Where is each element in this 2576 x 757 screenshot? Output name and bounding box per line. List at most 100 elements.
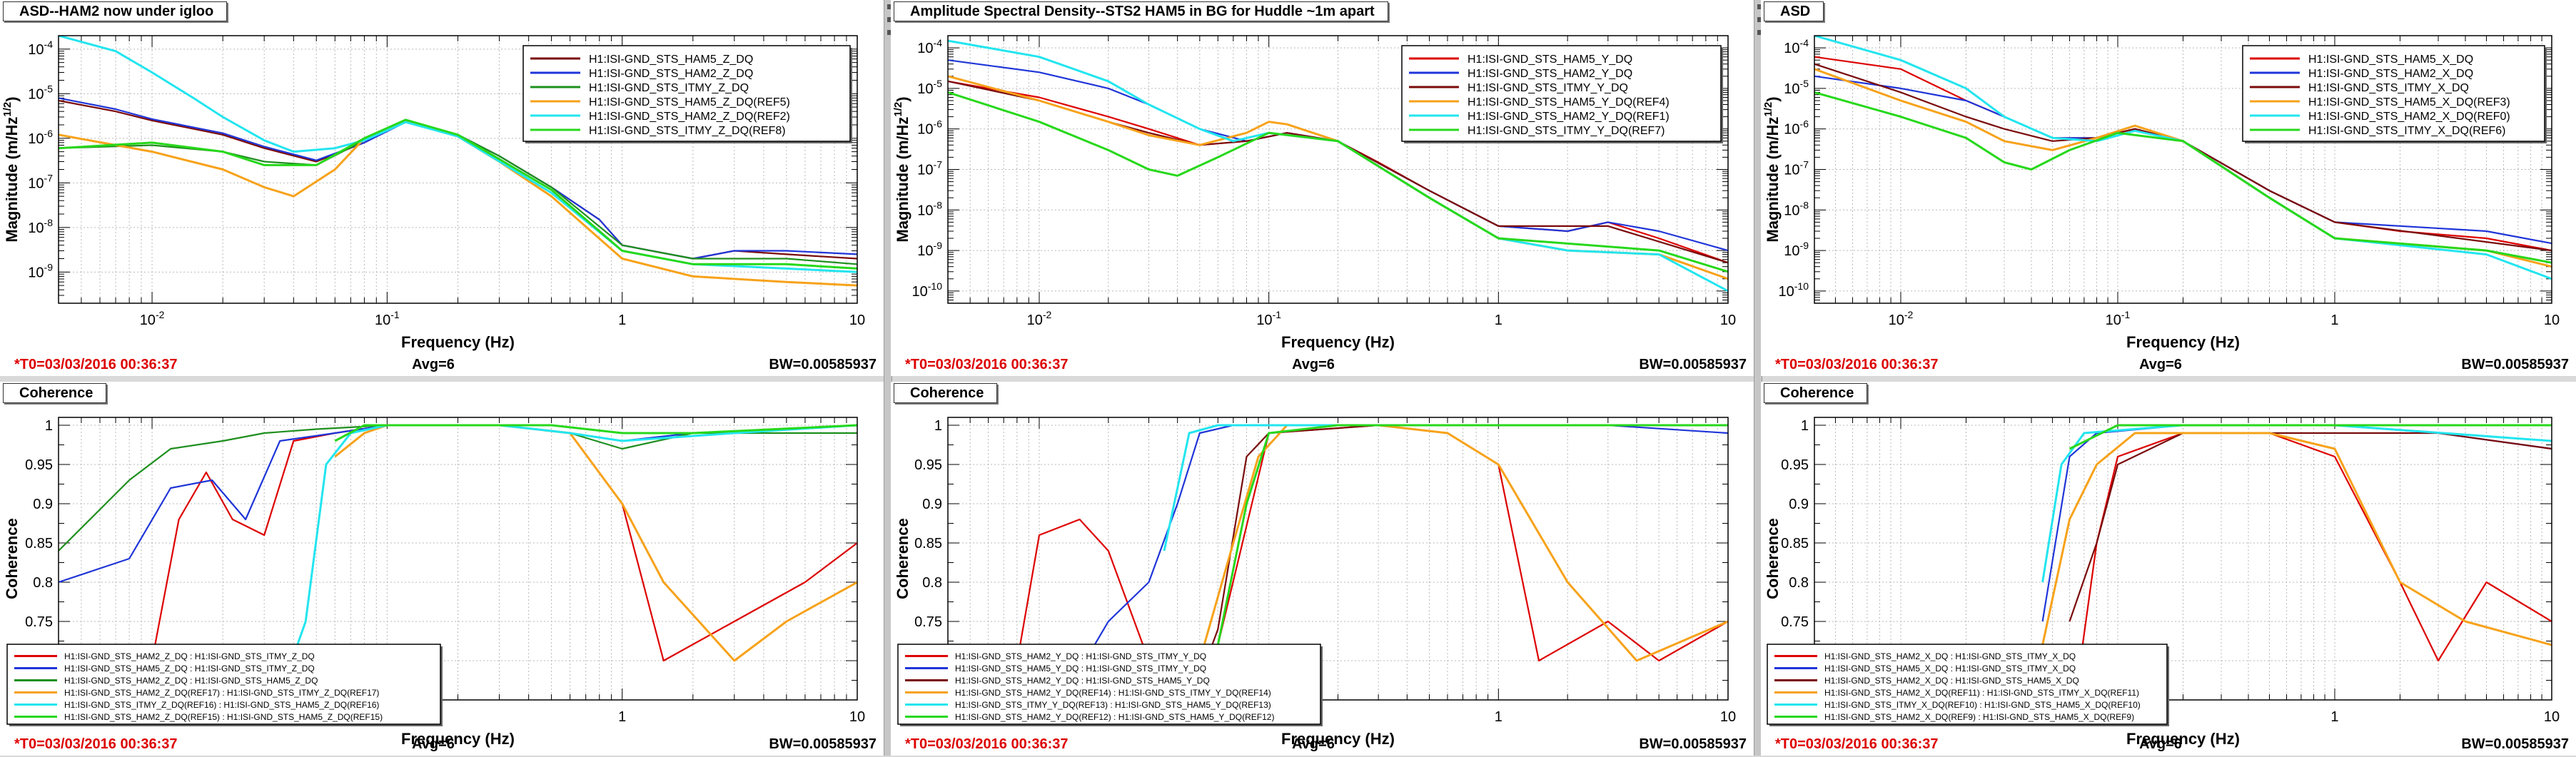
y-axis-label: Magnitude (m/Hz1/2) xyxy=(1,96,21,242)
legend-entry: H1:ISI-GND_STS_HAM2_X_DQ(REF0) xyxy=(2308,111,2510,123)
t0-timestamp: *T0=03/03/2016 00:36:37 xyxy=(14,736,178,752)
plot-title: ASD--HAM2 now under igloo xyxy=(3,1,228,21)
legend-entry: H1:ISI-GND_STS_HAM2_Z_DQ : H1:ISI-GND_ST… xyxy=(64,651,315,661)
series-group xyxy=(1009,424,1728,700)
plot-frame xyxy=(1814,417,2552,701)
series-line-6 xyxy=(1216,424,1728,646)
grip-dot-icon xyxy=(1757,17,1762,22)
y-tick-label: 1 xyxy=(45,418,53,434)
legend-entry: H1:ISI-GND_STS_HAM2_Y_DQ(REF12) : H1:ISI… xyxy=(955,712,1274,722)
legend-entry: H1:ISI-GND_STS_HAM2_X_DQ(REF9) : H1:ISI-… xyxy=(1824,712,2134,722)
y-tick-label: 10-4 xyxy=(28,39,53,58)
legend-entry: H1:ISI-GND_STS_HAM5_X_DQ xyxy=(2308,54,2473,66)
plot-pane-coh-x[interactable]: 10-210-11100.70.750.80.850.90.951Frequen… xyxy=(1761,382,2576,756)
x-axis-label: Frequency (Hz) xyxy=(1281,730,1395,748)
y-tick-label: 10-8 xyxy=(28,217,53,236)
axis-ticks xyxy=(58,35,858,304)
y-tick-label: 10-6 xyxy=(1784,118,1809,138)
y-tick-label: 0.9 xyxy=(922,497,942,512)
legend-entry: H1:ISI-GND_STS_ITMY_X_DQ(REF6) xyxy=(2308,125,2506,137)
legend-entry: H1:ISI-GND_STS_HAM5_Z_DQ(REF5) xyxy=(589,96,790,108)
plot-pane-coh-y[interactable]: 10-210-11100.70.750.80.850.90.951Frequen… xyxy=(891,382,1754,756)
t0-timestamp: *T0=03/03/2016 00:36:37 xyxy=(905,736,1069,752)
series-line-2 xyxy=(59,424,857,584)
resize-grip-icon[interactable] xyxy=(886,1,894,757)
resize-grip-icon[interactable] xyxy=(1756,1,1764,757)
column-separator[interactable] xyxy=(1754,0,1762,756)
legend-entry: H1:ISI-GND_STS_ITMY_Z_DQ(REF16) : H1:ISI… xyxy=(64,700,379,710)
x-tick-label: 10-1 xyxy=(375,309,400,328)
legend-entry: H1:ISI-GND_STS_HAM2_Y_DQ : H1:ISI-GND_ST… xyxy=(955,651,1206,661)
y-tick-label: 10-10 xyxy=(912,280,943,300)
series-line-4 xyxy=(1198,424,1728,662)
series-line-6 xyxy=(948,91,1728,273)
legend-entry: H1:ISI-GND_STS_HAM5_X_DQ(REF3) xyxy=(2308,96,2510,108)
y-tick-label: 10-8 xyxy=(1784,199,1809,218)
x-tick-label: 1 xyxy=(2330,313,2338,328)
series-line-6 xyxy=(334,424,857,442)
plot-title: Coherence xyxy=(3,383,107,403)
y-axis-label: Coherence xyxy=(3,518,21,599)
plot-pane-coh-z[interactable]: 10-210-11100.70.750.80.850.90.951Frequen… xyxy=(0,382,884,756)
x-tick-label: 1 xyxy=(618,313,626,328)
column-separator[interactable] xyxy=(884,0,892,756)
legend[interactable]: H1:ISI-GND_STS_HAM5_X_DQ H1:ISI-GND_STS_H… xyxy=(2242,45,2547,143)
series-line-4 xyxy=(2041,432,2552,646)
y-tick-label: 0.85 xyxy=(25,536,53,552)
x-tick-label: 10 xyxy=(849,313,865,328)
legend[interactable]: H1:ISI-GND_STS_HAM5_Y_DQ H1:ISI-GND_STS_H… xyxy=(1401,45,1723,143)
y-tick-label: 0.85 xyxy=(914,536,942,552)
y-tick-label: 0.85 xyxy=(1781,536,1809,552)
legend-entry: H1:ISI-GND_STS_HAM2_Y_DQ xyxy=(1468,68,1632,80)
bandwidth-label: BW=0.00585937 xyxy=(769,736,877,752)
t0-timestamp: *T0=03/03/2016 00:36:37 xyxy=(14,357,178,372)
y-tick-label: 0.8 xyxy=(922,575,942,591)
plot-svg: 10-210-11100.70.750.80.850.90.951Frequen… xyxy=(894,417,1747,752)
plot-pane-asd-x[interactable]: 10-2 10-1 1 10 10-10 10-9 10-8 10-7 10-6 10-5 10-4… xyxy=(1761,0,2576,376)
t0-timestamp: *T0=03/03/2016 00:36:37 xyxy=(1775,736,1939,752)
legend-entry: H1:ISI-GND_STS_ITMY_Y_DQ xyxy=(1468,82,1628,94)
x-axis-label: Frequency (Hz) xyxy=(2126,333,2240,351)
legend-entry: H1:ISI-GND_STS_HAM5_Z_DQ xyxy=(589,54,753,66)
x-tick-label: 1 xyxy=(2330,709,2338,725)
legend[interactable]: H1:ISI-GND_STS_HAM2_X_DQ : H1:ISI-GND_ST… xyxy=(1767,644,2169,726)
y-tick-label: 1 xyxy=(934,418,942,434)
legend[interactable]: H1:ISI-GND_STS_HAM2_Y_DQ : H1:ISI-GND_ST… xyxy=(897,644,1323,726)
plot-svg: 10-210-11100.70.750.80.850.90.951Frequen… xyxy=(3,417,877,752)
legend[interactable]: H1:ISI-GND_STS_HAM5_Z_DQ H1:ISI-GND_STS_H… xyxy=(522,45,852,143)
legend-entry: H1:ISI-GND_STS_HAM5_Y_DQ(REF4) xyxy=(1468,96,1670,108)
y-tick-label: 10-4 xyxy=(1784,37,1809,56)
axis-ticks xyxy=(1814,417,2552,701)
x-tick-label: 10-2 xyxy=(1027,309,1052,328)
plot-pane-asd-z[interactable]: 10-2 10-1 1 10 10-9 10-8 10-7 10-6 10-5 10-4 Frequ… xyxy=(0,0,884,376)
axis-ticks xyxy=(1814,35,2552,303)
grid-lines xyxy=(58,36,858,303)
plot-pane-asd-y[interactable]: 10-2 10-1 1 10 10-10 10-9 10-8 10-7 10-6 10-5 10-4… xyxy=(891,0,1754,376)
plot-frame xyxy=(58,35,858,304)
x-tick-label: 10 xyxy=(2544,709,2560,725)
y-tick-label: 0.75 xyxy=(914,614,942,630)
bandwidth-label: BW=0.00585937 xyxy=(769,357,877,372)
t0-timestamp: *T0=03/03/2016 00:36:37 xyxy=(1775,357,1939,372)
y-axis-label: Magnitude (m/Hz1/2) xyxy=(1762,96,1782,242)
y-tick-label: 0.9 xyxy=(33,497,53,512)
y-axis-label: Coherence xyxy=(894,518,911,599)
grip-dot-icon xyxy=(1757,30,1762,35)
legend-entry: H1:ISI-GND_STS_HAM2_Y_DQ(REF14) : H1:ISI… xyxy=(955,688,1271,698)
x-tick-label: 1 xyxy=(1495,709,1502,725)
legend-entry: H1:ISI-GND_STS_HAM2_X_DQ xyxy=(2308,68,2473,80)
legend-entry: H1:ISI-GND_STS_HAM2_Y_DQ : H1:ISI-GND_ST… xyxy=(955,676,1210,686)
plot-title: ASD xyxy=(1764,1,1824,21)
x-tick-label: 10 xyxy=(1720,709,1736,725)
series-group xyxy=(948,39,1728,293)
x-tick-label: 10-2 xyxy=(140,309,165,328)
grip-dot-icon xyxy=(1757,4,1762,9)
legend-entry: H1:ISI-GND_STS_HAM2_X_DQ(REF11) : H1:ISI… xyxy=(1824,688,2139,698)
x-tick-label: 10 xyxy=(1720,313,1736,328)
series-group xyxy=(1814,36,2552,280)
bandwidth-label: BW=0.00585937 xyxy=(2461,736,2569,752)
series-line-5 xyxy=(2041,424,2552,583)
series-group xyxy=(2041,424,2552,700)
legend[interactable]: H1:ISI-GND_STS_HAM2_Z_DQ : H1:ISI-GND_ST… xyxy=(6,644,443,726)
averages-label: Avg=6 xyxy=(1292,736,1335,752)
